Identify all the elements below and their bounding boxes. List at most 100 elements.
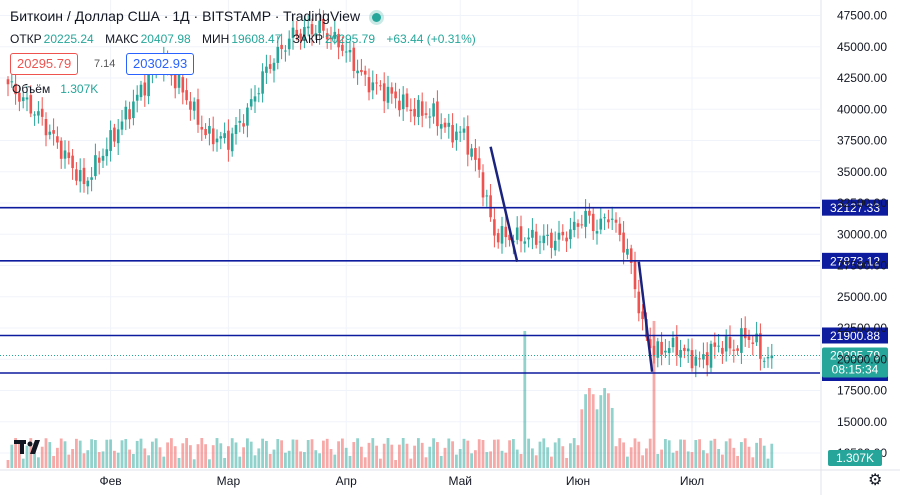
level-label: 32127.33 [830,201,880,215]
price-tick-label: 32500.00 [837,196,887,210]
interval: 1Д [172,8,190,24]
candle-body [360,69,363,73]
volume-bar [405,443,409,468]
volume-bar [626,456,629,468]
candle-body [607,219,610,223]
candle-body [71,155,74,169]
volume-bar [170,438,173,468]
volume-bar [94,440,97,468]
sell-price-button[interactable]: 20295.79 [10,53,79,75]
volume-bar [322,440,325,468]
time-axis[interactable]: Фев Мар Апр Май Июн Июл [100,474,705,488]
buy-price-button[interactable]: 20302.93 [126,53,195,75]
candle-body [356,70,359,74]
candle-body [348,50,352,53]
candle-body [436,101,439,127]
candle-body [37,111,40,116]
volume-bar [413,445,416,468]
volume-bar [204,444,207,468]
horizontal-levels[interactable]: 32127.3327873.1221900.8818900.2820295.79… [0,199,888,381]
trend-lines[interactable] [489,146,654,372]
volume-bar [458,448,462,468]
candle-body [523,241,527,244]
candle-body [466,126,470,155]
volume-bar [211,445,215,468]
time-tick-label: Апр [336,474,358,488]
candle-body [698,358,701,360]
close-label: ЗАКР [292,32,323,46]
candle-body [417,99,420,118]
volume-bar [724,441,728,468]
candle-body [90,177,93,180]
volume-bar [705,453,709,468]
candle-body [751,342,755,344]
volume-bar [542,438,546,468]
volume-legend[interactable]: Объём 1.307K [12,82,98,96]
open-value: 20225.24 [43,32,94,46]
volume-bar [436,442,439,468]
volume-bar [379,458,382,468]
candle-body [394,91,397,99]
volume-bar [120,440,124,468]
candle-body [219,136,223,139]
time-tick-label: Мар [217,474,241,488]
candle-body [97,157,101,163]
price-tick-label: 42500.00 [837,71,887,85]
volume-bar [223,457,226,468]
candle-body [770,355,774,359]
candle-body [249,99,253,107]
time-tick-label: Июл [680,474,704,488]
price-tick-label: 25000.00 [837,290,887,304]
volume-bar [272,449,276,468]
candle-body [382,83,386,102]
time-tick-label: Фев [100,474,122,488]
candle-body [633,261,637,290]
candle-body [14,83,17,95]
volume-value: 1.307K [60,82,99,96]
volume-bar [504,452,508,468]
trend-line [489,146,519,263]
volume-bar [208,459,211,468]
candle-body [329,37,333,40]
symbol-legend[interactable]: Биткоин / Доллар США · 1Д · BITSTAMP · T… [10,8,381,24]
volume-bar [276,439,280,468]
volume-bar [295,439,299,468]
settings-gear-icon[interactable]: ⚙ [868,472,883,489]
candle-body [40,108,44,117]
volume-bar [367,442,371,468]
symbol-name: Биткоин / Доллар США [10,8,160,24]
volume-bar [52,455,55,468]
volume-bar [116,452,120,468]
volume-bar [105,439,109,468]
current-price-label: 20295.79 [830,349,880,363]
volume-bar [128,449,131,468]
tradingview-logo-icon[interactable] [12,436,46,458]
price-tick-label: 30000.00 [837,227,887,241]
candle-body [337,33,340,48]
candle-body [139,84,143,98]
candle-body [496,233,500,243]
volume-bar [652,320,656,468]
candle-body [94,155,97,177]
candle-body [284,50,287,52]
candle-body [196,99,200,125]
volume-bar [97,452,101,468]
price-tick-label: 15000.00 [837,415,887,429]
volume-bar [398,444,401,468]
volume-bar [371,438,375,468]
volume-bar [618,438,622,468]
candle-body [409,109,413,112]
low-label: МИН [202,32,230,46]
price-tick-label: 35000.00 [837,165,887,179]
volume-bar [48,442,52,468]
candle-body [135,94,139,101]
current-price-box [822,347,888,378]
candle-body [439,124,443,129]
candle-body [303,27,306,40]
volume-bar [580,409,584,468]
volume-bar [671,452,675,468]
volume-bar [603,388,606,468]
volume-bar [751,457,755,468]
candle-body [420,101,424,116]
